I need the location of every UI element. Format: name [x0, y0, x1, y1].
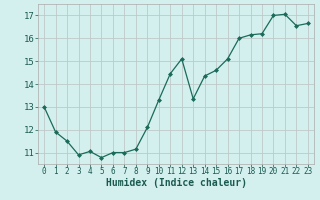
X-axis label: Humidex (Indice chaleur): Humidex (Indice chaleur) — [106, 178, 246, 188]
